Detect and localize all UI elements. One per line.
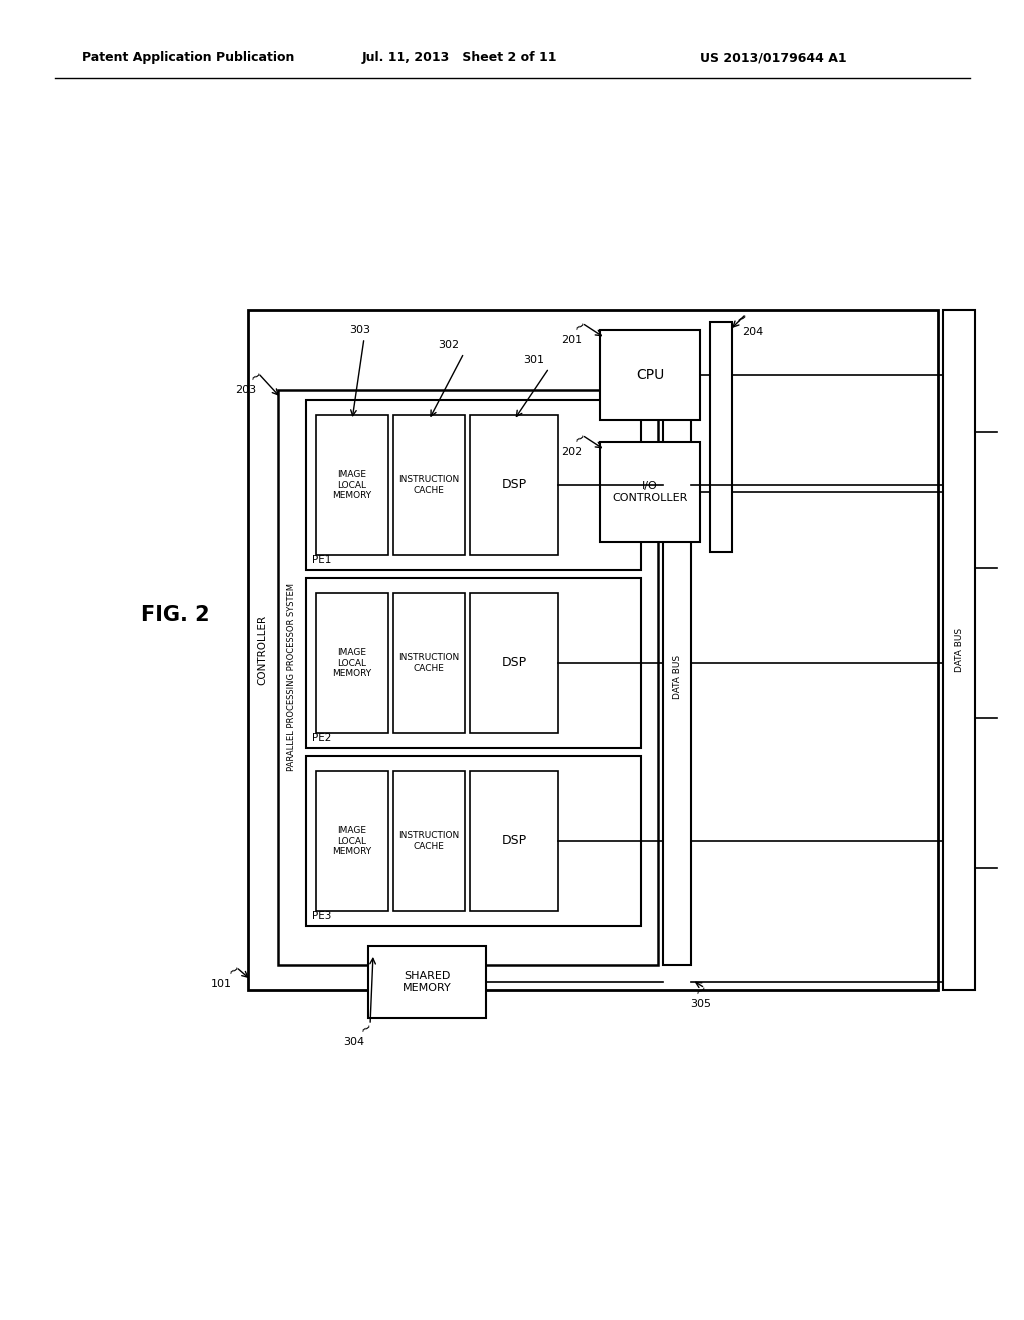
Text: DSP: DSP — [502, 834, 526, 847]
Text: ~: ~ — [571, 429, 589, 447]
Bar — [470, 414, 558, 554]
Text: DSP: DSP — [502, 479, 526, 491]
Text: 204: 204 — [742, 327, 763, 337]
Bar — [943, 310, 975, 990]
Bar — [393, 414, 465, 554]
Text: 301: 301 — [523, 355, 544, 366]
Bar — [248, 310, 938, 990]
Text: ~: ~ — [247, 367, 265, 385]
Text: IMAGE
LOCAL
MEMORY: IMAGE LOCAL MEMORY — [333, 648, 372, 678]
Text: FIG. 2: FIG. 2 — [140, 605, 209, 624]
Text: INSTRUCTION
CACHE: INSTRUCTION CACHE — [398, 832, 460, 850]
Text: 304: 304 — [343, 1038, 365, 1047]
Text: 201: 201 — [561, 335, 583, 345]
Bar — [393, 771, 465, 911]
Text: INSTRUCTION
CACHE: INSTRUCTION CACHE — [398, 475, 460, 495]
Text: SHARED
MEMORY: SHARED MEMORY — [402, 972, 452, 993]
Text: Jul. 11, 2013   Sheet 2 of 11: Jul. 11, 2013 Sheet 2 of 11 — [362, 51, 557, 65]
Text: ~: ~ — [733, 309, 751, 327]
Text: PARALLEL PROCESSING PROCESSOR SYSTEM: PARALLEL PROCESSING PROCESSOR SYSTEM — [287, 583, 296, 771]
Bar — [600, 330, 700, 420]
Text: ~: ~ — [357, 1019, 375, 1038]
Bar — [710, 322, 732, 552]
Text: 203: 203 — [236, 385, 257, 395]
Text: PE2: PE2 — [312, 733, 332, 743]
Bar — [600, 442, 700, 543]
Bar — [663, 389, 691, 965]
Bar — [316, 414, 388, 554]
Text: ~: ~ — [692, 981, 710, 999]
Text: 303: 303 — [349, 325, 370, 335]
Text: INSTRUCTION
CACHE: INSTRUCTION CACHE — [398, 653, 460, 673]
Text: Patent Application Publication: Patent Application Publication — [82, 51, 294, 65]
Text: I/O
CONTROLLER: I/O CONTROLLER — [612, 482, 688, 503]
Text: 302: 302 — [438, 341, 459, 350]
Text: PE3: PE3 — [312, 911, 332, 921]
Text: PE1: PE1 — [312, 554, 332, 565]
Text: CPU: CPU — [636, 368, 665, 381]
Bar — [470, 593, 558, 733]
Text: 101: 101 — [211, 979, 231, 989]
Text: 305: 305 — [690, 999, 712, 1008]
Bar — [306, 578, 641, 748]
Text: CONTROLLER: CONTROLLER — [257, 615, 267, 685]
Bar — [368, 946, 486, 1018]
Bar — [470, 771, 558, 911]
Bar — [306, 756, 641, 927]
Text: DSP: DSP — [502, 656, 526, 669]
Text: IMAGE
LOCAL
MEMORY: IMAGE LOCAL MEMORY — [333, 470, 372, 500]
Text: DATA BUS: DATA BUS — [954, 628, 964, 672]
Bar — [278, 389, 658, 965]
Bar — [316, 771, 388, 911]
Text: IMAGE
LOCAL
MEMORY: IMAGE LOCAL MEMORY — [333, 826, 372, 855]
Bar — [306, 400, 641, 570]
Text: DATA BUS: DATA BUS — [673, 655, 682, 700]
Text: ~: ~ — [571, 317, 589, 335]
Text: US 2013/0179644 A1: US 2013/0179644 A1 — [700, 51, 847, 65]
Text: ~: ~ — [225, 961, 243, 979]
Text: 202: 202 — [561, 447, 583, 457]
Bar — [393, 593, 465, 733]
Bar — [316, 593, 388, 733]
